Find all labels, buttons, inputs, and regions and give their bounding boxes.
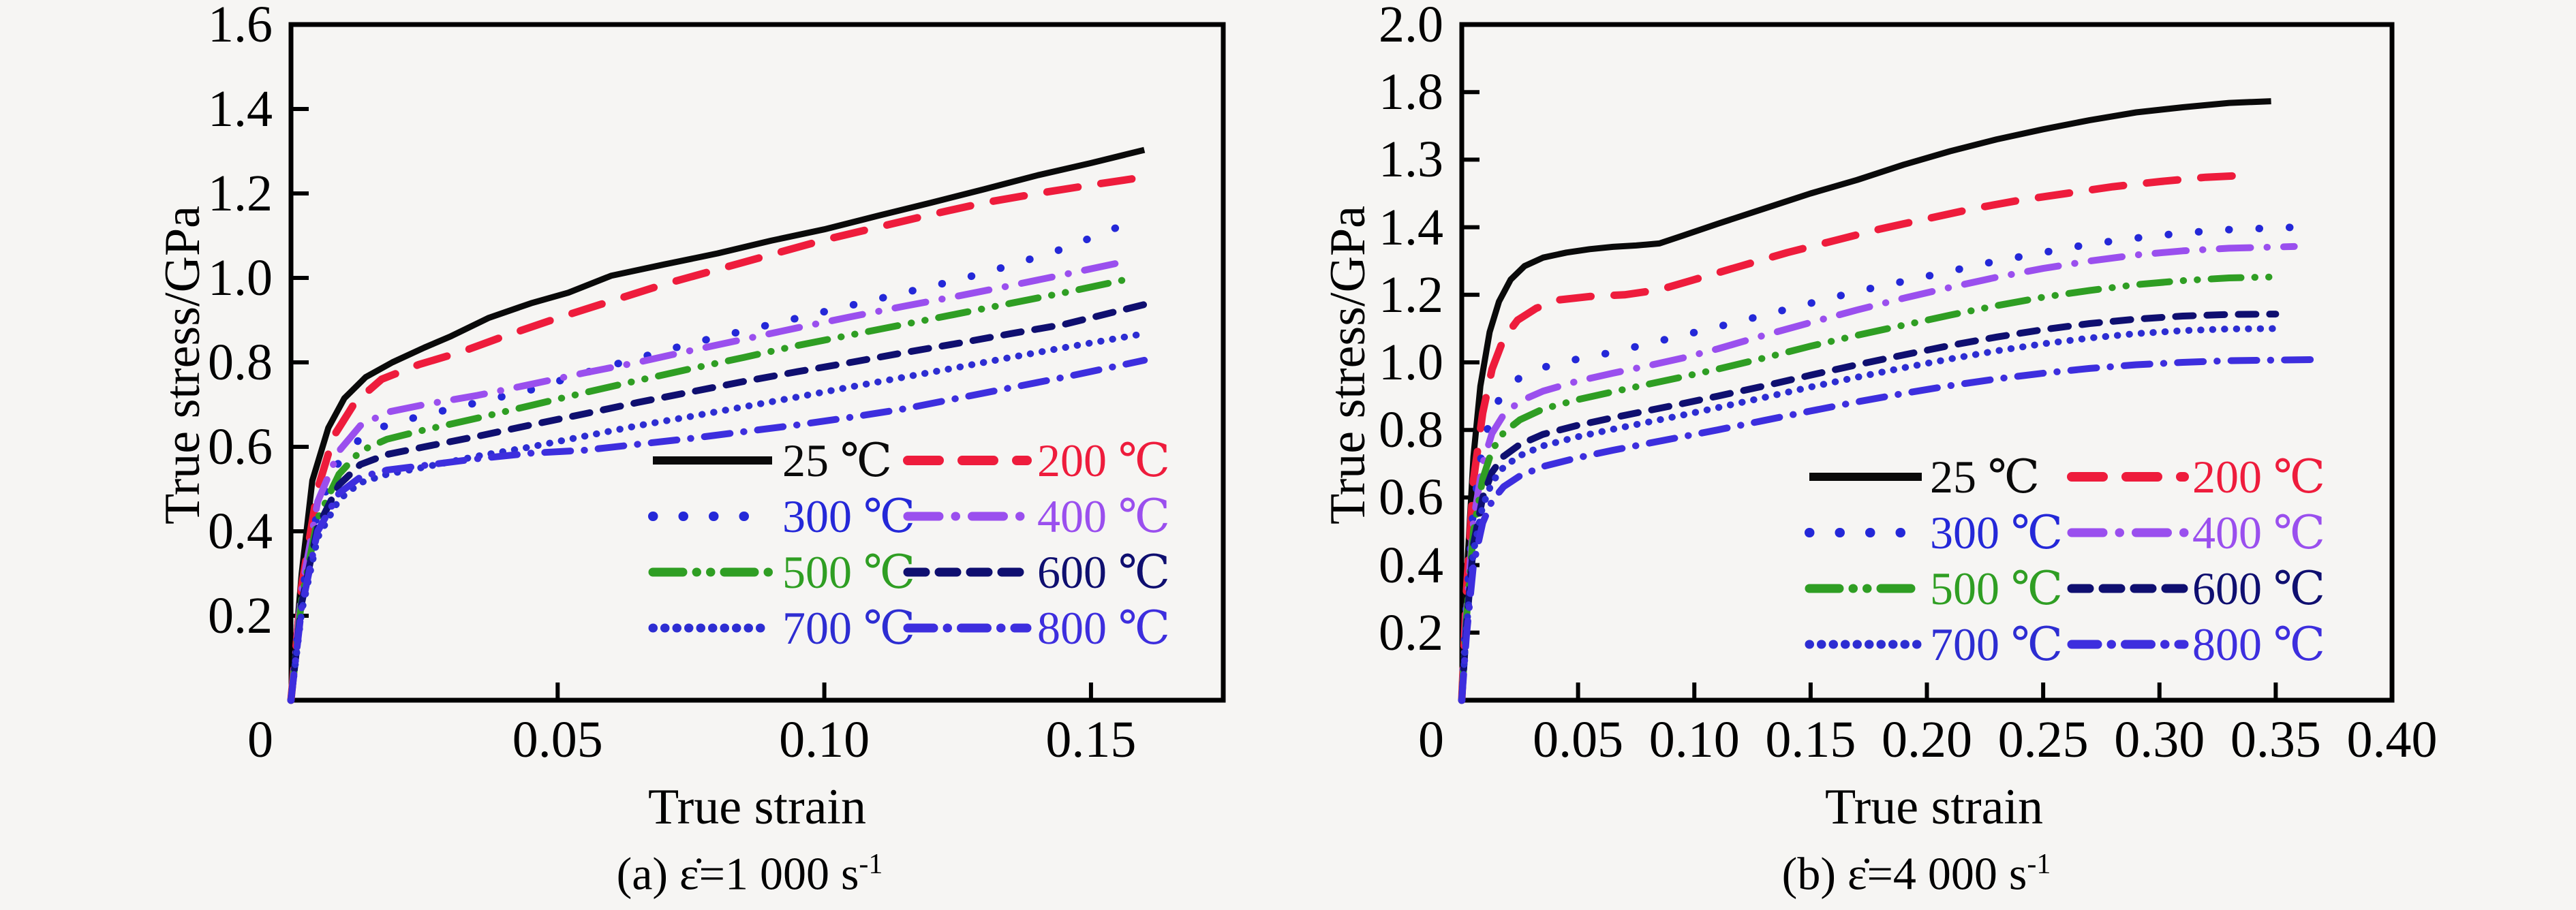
y-tick-label-b: 0.6 xyxy=(1379,469,1443,527)
y-axis-title-b: True stress/GPa xyxy=(1320,205,1376,525)
x-tick-label-b: 0.20 xyxy=(1882,711,1972,768)
chart-b xyxy=(1458,22,2395,704)
legend-label-400c-a: 400 ℃ xyxy=(1037,490,1171,542)
legend-label-300c-a: 300 ℃ xyxy=(782,490,916,542)
panel-caption-b-text: (b) ε̇=4 000 s xyxy=(1781,847,2027,900)
series-line-600c-b xyxy=(1458,311,2280,704)
y-tick-label-a: 1.2 xyxy=(208,165,273,222)
legend-label-800c-a: 800 ℃ xyxy=(1037,602,1171,654)
y-tick-label-a: 0.6 xyxy=(208,418,273,475)
legend-label-300c-b: 300 ℃ xyxy=(1930,507,2064,559)
y-axis-title-a: True stress/GPa xyxy=(155,205,211,525)
y-tick-label-b: 2.0 xyxy=(1379,0,1443,53)
y-tick-label-b: 1.8 xyxy=(1379,63,1443,121)
x-tick-label-b: 0 xyxy=(1418,711,1444,768)
x-axis-title-b: True strain xyxy=(1825,779,2043,835)
series-line-200c-a xyxy=(287,174,1137,704)
y-tick-label-b: 0.2 xyxy=(1379,603,1443,661)
legend-label-500c-b: 500 ℃ xyxy=(1930,563,2064,614)
x-tick-label-b: 0.15 xyxy=(1765,711,1856,768)
y-tick-label-b: 1.4 xyxy=(1379,198,1443,256)
x-axis-title-a: True strain xyxy=(648,779,866,835)
y-tick-label-a: 0.8 xyxy=(208,334,273,391)
y-tick-label-b: 1.3 xyxy=(1379,131,1443,189)
series-line-25c-b xyxy=(1458,98,2271,701)
x-tick-label-a: 0.05 xyxy=(512,711,603,768)
panel-caption-b-exponent: -1 xyxy=(2027,849,2051,880)
series-line-200c-b xyxy=(1458,172,2245,704)
legend-label-600c-a: 600 ℃ xyxy=(1037,546,1171,598)
x-tick-label-b: 0.25 xyxy=(1997,711,2089,768)
legend-label-500c-a: 500 ℃ xyxy=(782,546,916,598)
series-line-600c-a xyxy=(288,301,1148,704)
series-line-700c-b xyxy=(1458,325,2280,704)
x-tick-label-a: 0.10 xyxy=(779,711,870,768)
legend-label-600c-b: 600 ℃ xyxy=(2192,563,2326,614)
legend-label-400c-b: 400 ℃ xyxy=(2192,507,2326,559)
y-tick-label-b: 0.4 xyxy=(1379,536,1443,594)
legend-label-700c-a: 700 ℃ xyxy=(782,602,916,654)
series-line-500c-b xyxy=(1458,273,2280,704)
series-line-800c-b xyxy=(1458,356,2314,704)
y-tick-label-a: 1.4 xyxy=(208,80,273,138)
plot-box-b xyxy=(1459,22,2395,703)
series-line-500c-a xyxy=(288,274,1137,704)
series-line-25c-a xyxy=(288,146,1146,701)
x-tick-label-a: 0.15 xyxy=(1045,711,1137,768)
x-tick-label-b: 0.10 xyxy=(1649,711,1740,768)
x-tick-label-b: 0.35 xyxy=(2230,711,2321,768)
series-line-800c-a xyxy=(288,356,1148,704)
series-line-700c-a xyxy=(288,330,1148,704)
y-tick-label-b: 0.8 xyxy=(1379,401,1443,459)
legend-label-25c-a: 25 ℃ xyxy=(782,435,893,486)
legend-label-800c-b: 800 ℃ xyxy=(2192,618,2326,670)
y-tick-label-a: 1.6 xyxy=(208,0,273,53)
panel-caption-a-text: (a) ε̇=1 000 s xyxy=(616,847,859,900)
y-tick-label-a: 0.2 xyxy=(208,587,273,644)
y-tick-label-a: 1.0 xyxy=(208,249,273,307)
series-line-400c-b xyxy=(1458,242,2298,704)
panel-caption-a: (a) ε̇=1 000 s-1 xyxy=(617,850,883,897)
x-tick-label-b: 0.05 xyxy=(1533,711,1624,768)
legend-label-200c-a: 200 ℃ xyxy=(1037,435,1171,486)
x-tick-label-a: 0 xyxy=(247,711,273,768)
panel-caption-b: (b) ε̇=4 000 s-1 xyxy=(1782,850,2051,897)
y-tick-label-b: 1.2 xyxy=(1379,266,1443,324)
series-line-400c-a xyxy=(288,260,1121,704)
y-tick-label-b: 1.0 xyxy=(1379,334,1443,391)
legend-label-700c-b: 700 ℃ xyxy=(1930,618,2064,670)
plot-box-a xyxy=(288,22,1226,703)
legend-label-200c-b: 200 ℃ xyxy=(2192,451,2326,503)
x-tick-label-b: 0.30 xyxy=(2114,711,2205,768)
panel-caption-a-exponent: -1 xyxy=(859,849,883,880)
legend-label-25c-b: 25 ℃ xyxy=(1930,451,2040,503)
y-tick-label-a: 0.4 xyxy=(208,503,273,560)
chart-a xyxy=(287,22,1226,704)
x-tick-label-b: 0.40 xyxy=(2346,711,2438,768)
